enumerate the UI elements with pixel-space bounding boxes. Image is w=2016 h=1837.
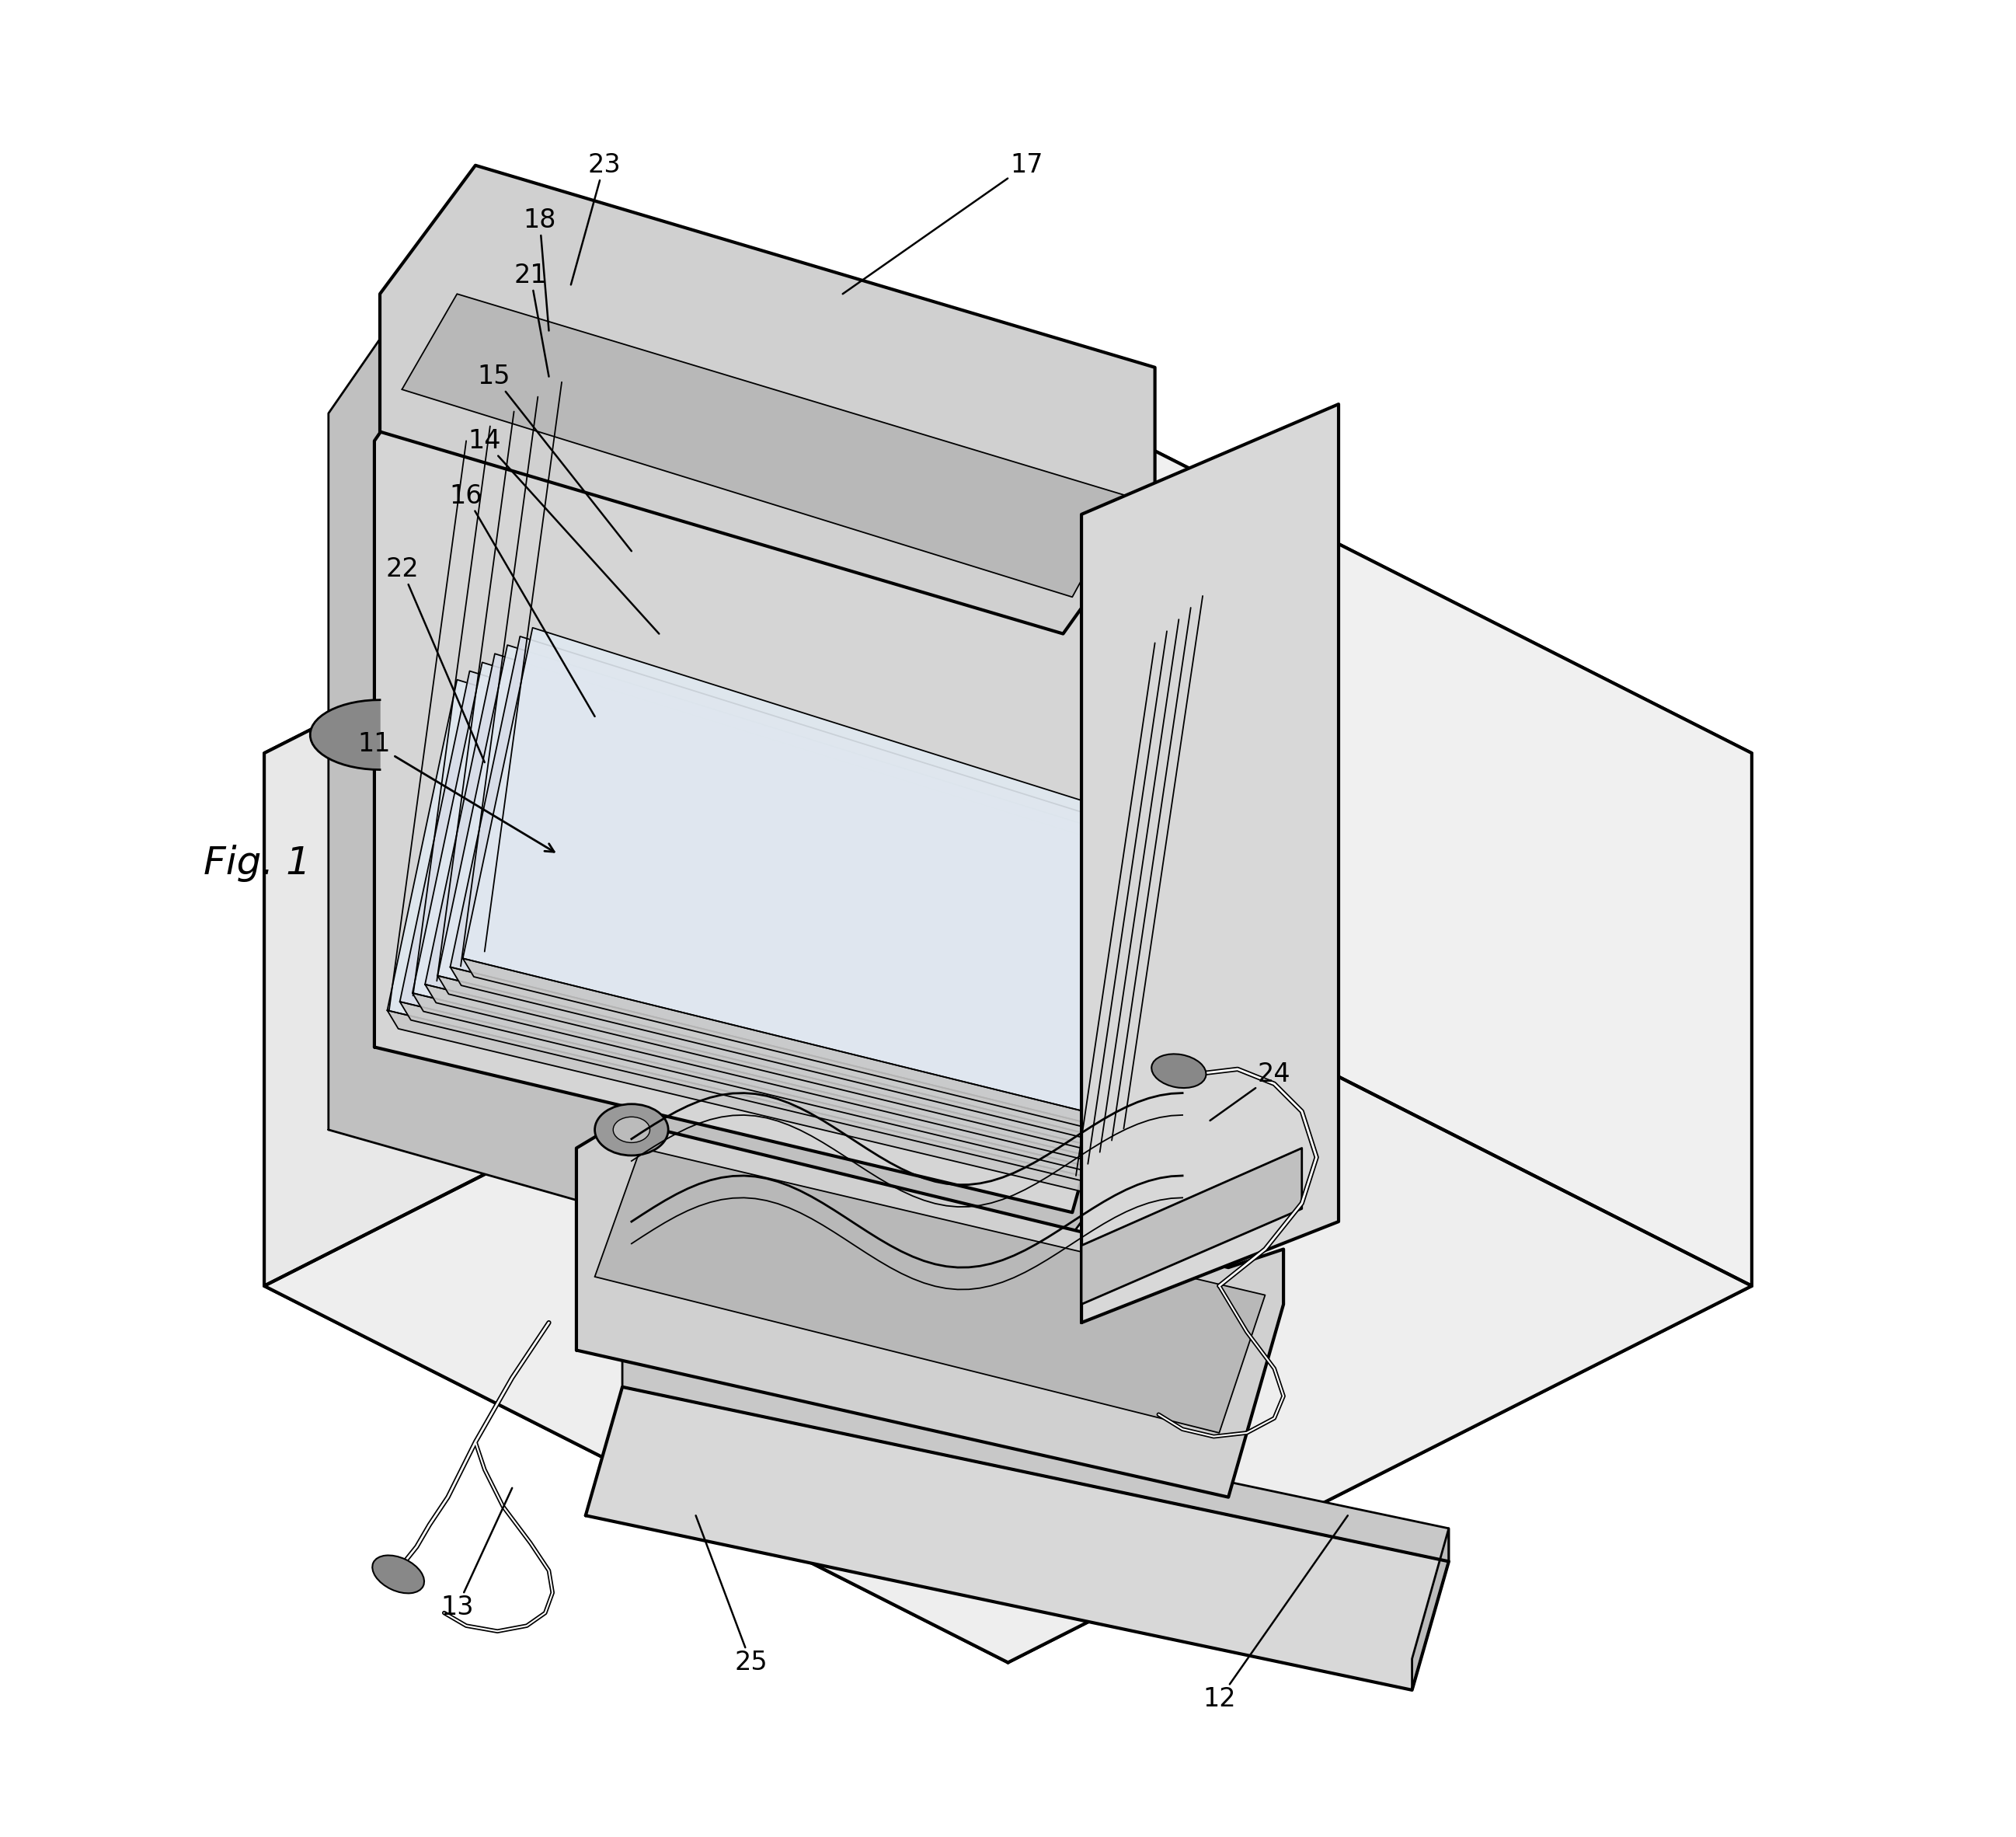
- Text: 16: 16: [450, 483, 595, 716]
- Text: 13: 13: [442, 1488, 512, 1620]
- Polygon shape: [1411, 1528, 1450, 1690]
- Polygon shape: [387, 680, 1151, 1176]
- Polygon shape: [464, 959, 1145, 1143]
- Text: 24: 24: [1210, 1062, 1290, 1121]
- Text: 14: 14: [468, 428, 659, 634]
- Polygon shape: [577, 1121, 1284, 1497]
- Polygon shape: [464, 628, 1204, 1124]
- Text: Fig. 1: Fig. 1: [204, 845, 310, 882]
- Polygon shape: [399, 671, 1159, 1166]
- Polygon shape: [437, 975, 1127, 1159]
- Polygon shape: [1081, 1148, 1302, 1304]
- Polygon shape: [623, 1354, 1450, 1561]
- Polygon shape: [437, 645, 1187, 1141]
- Polygon shape: [425, 985, 1119, 1168]
- Polygon shape: [329, 294, 1081, 1323]
- Polygon shape: [264, 377, 1752, 1662]
- Text: 25: 25: [696, 1516, 768, 1675]
- Polygon shape: [1008, 377, 1752, 1286]
- Polygon shape: [595, 1148, 1266, 1433]
- Polygon shape: [413, 994, 1111, 1178]
- Polygon shape: [264, 909, 1752, 1662]
- Text: 21: 21: [514, 263, 548, 377]
- Polygon shape: [450, 966, 1137, 1150]
- Polygon shape: [585, 1387, 1450, 1690]
- Text: 23: 23: [571, 152, 621, 285]
- Polygon shape: [1081, 404, 1339, 1323]
- Ellipse shape: [373, 1556, 423, 1593]
- Text: 22: 22: [385, 557, 484, 762]
- Text: 11: 11: [359, 731, 554, 852]
- Polygon shape: [387, 1010, 1093, 1194]
- Polygon shape: [379, 165, 1155, 634]
- Text: 18: 18: [524, 208, 556, 331]
- Ellipse shape: [1151, 1054, 1206, 1088]
- Polygon shape: [264, 377, 1008, 1286]
- Polygon shape: [399, 1001, 1101, 1185]
- Polygon shape: [310, 700, 379, 770]
- Text: 12: 12: [1204, 1516, 1349, 1712]
- Text: 15: 15: [478, 364, 631, 551]
- Polygon shape: [375, 294, 1155, 1212]
- Text: 17: 17: [843, 152, 1042, 294]
- Polygon shape: [450, 636, 1195, 1132]
- Ellipse shape: [613, 1117, 649, 1143]
- Ellipse shape: [595, 1104, 667, 1155]
- Polygon shape: [401, 294, 1127, 597]
- Polygon shape: [425, 654, 1177, 1150]
- Polygon shape: [413, 663, 1169, 1159]
